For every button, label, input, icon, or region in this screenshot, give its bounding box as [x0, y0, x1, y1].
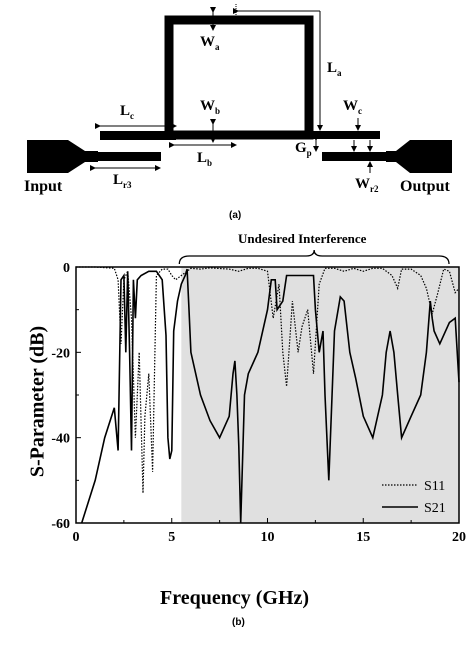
x-tick-label: 15	[356, 530, 370, 545]
series-s21-line	[80, 268, 460, 524]
schematic-diagram	[27, 4, 452, 173]
legend-label-s11: S11	[424, 479, 445, 494]
label-wa: Wa	[200, 34, 220, 52]
input-port	[27, 140, 98, 173]
left-coupled-line-top	[100, 131, 176, 140]
x-tick-label: 0	[73, 530, 80, 545]
y-axis-label: S-Parameter (dB)	[26, 325, 49, 478]
label-wr2: Wr2	[355, 176, 379, 194]
label-lc: Lc	[120, 103, 135, 121]
label-wb: Wb	[200, 98, 221, 116]
ring-resonator	[164, 15, 314, 140]
x-tick-label: 5	[168, 530, 175, 545]
label-input: Input	[24, 178, 63, 195]
right-coupled-line-bottom	[322, 152, 386, 161]
caption-a: (a)	[229, 210, 242, 221]
label-gp: Gp	[295, 140, 312, 158]
x-tick-label: 10	[261, 530, 275, 545]
chart-annotation-label: Undesired Interference	[238, 231, 367, 246]
x-axis-label: Frequency (GHz)	[160, 587, 310, 609]
caption-b: (b)	[232, 617, 245, 628]
y-tick-label: -60	[51, 517, 70, 532]
s-parameter-chart: 0 5 10 15 20 0 -20 -40 -60 S11 S21	[51, 249, 466, 545]
label-output: Output	[400, 178, 450, 195]
right-coupled-line-top	[303, 131, 380, 139]
label-lr3: Lr3	[113, 172, 132, 190]
y-tick-label: -40	[51, 432, 70, 447]
x-tick-label: 20	[452, 530, 466, 545]
left-coupled-line-bottom	[98, 152, 161, 161]
annotation-brace	[178, 249, 450, 265]
legend-label-s21: S21	[424, 501, 446, 516]
y-tick-label: -20	[51, 346, 70, 361]
series-s11-line	[76, 266, 460, 494]
label-wc: Wc	[343, 98, 362, 116]
label-la: La	[327, 60, 342, 78]
undesired-region-shade	[181, 267, 459, 523]
output-port	[386, 140, 452, 173]
y-tick-label: 0	[63, 261, 70, 276]
label-lb: Lb	[197, 150, 213, 168]
